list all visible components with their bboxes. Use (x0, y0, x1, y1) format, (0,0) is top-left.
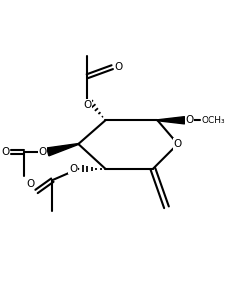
Text: OCH₃: OCH₃ (201, 116, 225, 125)
Text: O: O (115, 62, 123, 72)
Text: O: O (174, 139, 182, 149)
Polygon shape (47, 143, 79, 156)
Text: O: O (69, 164, 77, 174)
Text: O: O (186, 115, 194, 125)
Text: O: O (1, 147, 9, 157)
Text: O: O (26, 179, 34, 189)
Text: O: O (83, 100, 91, 110)
Polygon shape (158, 117, 185, 124)
Text: O: O (38, 147, 47, 157)
